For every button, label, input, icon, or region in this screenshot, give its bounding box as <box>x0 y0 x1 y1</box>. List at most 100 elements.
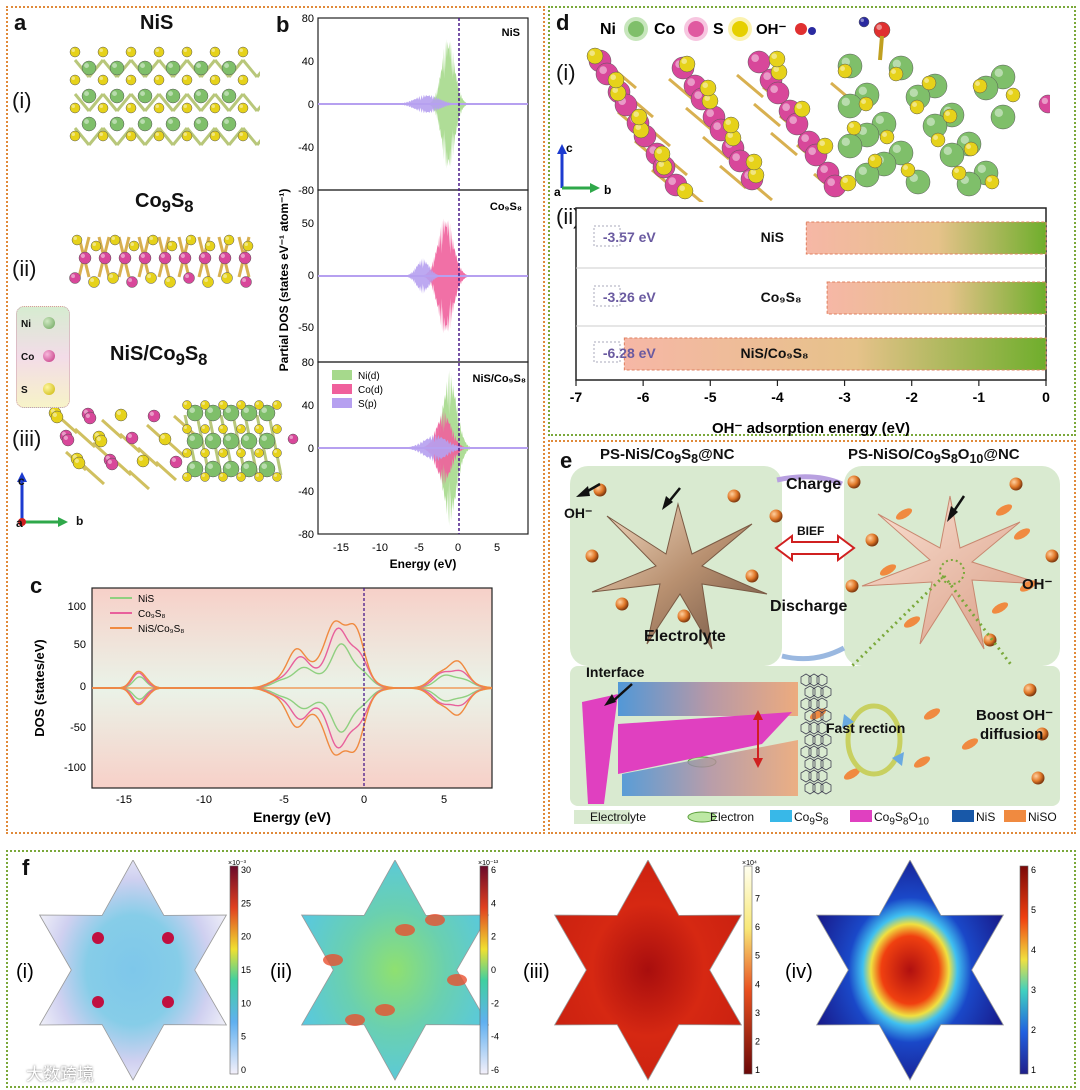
het-left-atom <box>136 454 150 468</box>
b1-nid-down <box>429 104 467 169</box>
niso-droplet-3 <box>879 564 897 576</box>
field-map-1 <box>38 860 228 1081</box>
d-ni-atom <box>837 133 863 159</box>
nis-s-atom <box>181 46 193 58</box>
e-oh-left: OH⁻ <box>564 505 593 521</box>
nis-ni-atom <box>193 60 209 76</box>
f-roman-3: (iii) <box>523 961 550 983</box>
graphene-hex <box>816 769 828 783</box>
b1-nid-up <box>429 39 467 104</box>
oh-ion-3 <box>585 549 599 563</box>
co9s8-atom <box>183 272 195 284</box>
niso-droplet-10 <box>913 756 931 768</box>
graphene-hex <box>816 673 828 687</box>
adsorption-value-1: -3.26 eV <box>603 289 657 305</box>
het-ni-atom <box>222 432 240 450</box>
d-xtick-3: -4 <box>771 389 784 405</box>
het-s-atom <box>200 472 210 482</box>
co9s8-s-atom <box>90 240 102 252</box>
nis-s-atom <box>125 130 137 142</box>
d-xlabel: OH⁻ adsorption energy (eV) <box>712 420 910 436</box>
d-co-atom <box>766 81 790 105</box>
co9s8-s-atom <box>242 240 254 252</box>
co9s8-co-atom <box>98 251 112 265</box>
roman-i-a: (i) <box>12 88 32 113</box>
b-xtick-0: 0 <box>455 542 461 554</box>
nis-ni-atom <box>221 60 237 76</box>
e-legend-electron: Electron <box>710 810 755 824</box>
nis-ni-atom <box>165 88 181 104</box>
nis-s-atom <box>209 74 221 86</box>
d-ni-s-atom <box>837 63 853 79</box>
niso-droplet-6 <box>1019 580 1037 592</box>
b-legend-nid-swatch <box>332 370 352 380</box>
het-ni-atom <box>222 404 240 422</box>
b2-title: Co₉S₈ <box>490 201 522 213</box>
graphene-hex <box>804 685 816 699</box>
het-s-atom <box>236 448 246 458</box>
colorbar-tick-4-2: 4 <box>1031 945 1036 955</box>
e-legend-co9s8o10: Co9S8O10 <box>874 810 929 828</box>
nis-ni-atom <box>137 60 153 76</box>
panel-d-frame <box>548 6 1076 436</box>
colorbar-tick-1-6: 0 <box>241 1065 246 1075</box>
het-left-atom <box>158 432 172 446</box>
oh-ion-8 <box>865 533 879 547</box>
het-s-atom <box>254 472 264 482</box>
d-s-atom <box>630 108 648 126</box>
e-fast: Fast rection <box>826 720 906 736</box>
nis-s-atom <box>69 130 81 142</box>
svg-text:c: c <box>566 141 573 155</box>
b-legend-sp: S(p) <box>358 399 377 410</box>
co9s8-atom <box>164 276 176 288</box>
b3-ytick-80: 80 <box>302 357 314 369</box>
colorbar-tick-4-4: 2 <box>1031 1025 1036 1035</box>
potential-spot-1 <box>447 974 467 986</box>
het-s-atom <box>200 400 210 410</box>
d-ni-s-atom <box>942 108 958 124</box>
adsorption-value-0: -3.57 eV <box>603 229 657 245</box>
het-s-atom <box>182 400 192 410</box>
colorbar-tick-3-7: 1 <box>755 1065 760 1075</box>
d-ni-s-atom <box>858 96 874 112</box>
nis-ni-atom <box>109 88 125 104</box>
het-ni-atom <box>258 432 276 450</box>
b3-title: NiS/Co₉S₈ <box>473 373 527 385</box>
colorbar-exp-3: ×10⁴ <box>742 860 757 867</box>
colorbar-tick-3-0: 8 <box>755 865 760 875</box>
b1-ytick-80: 80 <box>302 13 314 25</box>
graphene-hex <box>820 781 832 795</box>
d-xtick-5: -2 <box>905 389 918 405</box>
niso-droplet-2 <box>1013 528 1031 540</box>
e-legend-co9s8: Co9S8 <box>794 810 829 828</box>
panel-b-label: b <box>276 12 290 37</box>
graphene-hex <box>812 709 824 723</box>
het-ni-atom <box>204 404 222 422</box>
b-xtick-m15: -15 <box>333 542 349 554</box>
graphene-hex <box>812 757 824 771</box>
d-xtick-1: -6 <box>637 389 650 405</box>
b1-sp-down <box>393 104 461 114</box>
oh-ion-7 <box>847 475 861 489</box>
oh-oxygen-atom <box>873 21 891 39</box>
colorbar-tick-3-5: 3 <box>755 1008 760 1018</box>
graphene-hex <box>816 745 828 759</box>
roman-i-d: (i) <box>556 60 576 85</box>
graphene-hex <box>804 709 816 723</box>
colorbar-1 <box>229 865 239 1075</box>
graphene-hex <box>804 781 816 795</box>
b3-ytick-0: 0 <box>308 443 314 455</box>
co9s8-co-atom <box>138 251 152 265</box>
b-legend-nid: Ni(d) <box>358 371 380 382</box>
panel-f-label: f <box>22 855 30 880</box>
adsorption-value-2: -6.28 eV <box>603 345 657 361</box>
d-s-atom <box>816 137 834 155</box>
het-ni-atom <box>204 432 222 450</box>
c-ytick-m50: -50 <box>70 722 86 734</box>
adsorption-label-2: NiS/Co₉S₈ <box>741 345 809 361</box>
het-s-atom <box>200 424 210 434</box>
potential-spot-0 <box>323 954 343 966</box>
d-ni-s-atom <box>867 153 883 169</box>
het-left-atom <box>61 433 75 447</box>
b2-ytick-0: 0 <box>308 270 314 282</box>
